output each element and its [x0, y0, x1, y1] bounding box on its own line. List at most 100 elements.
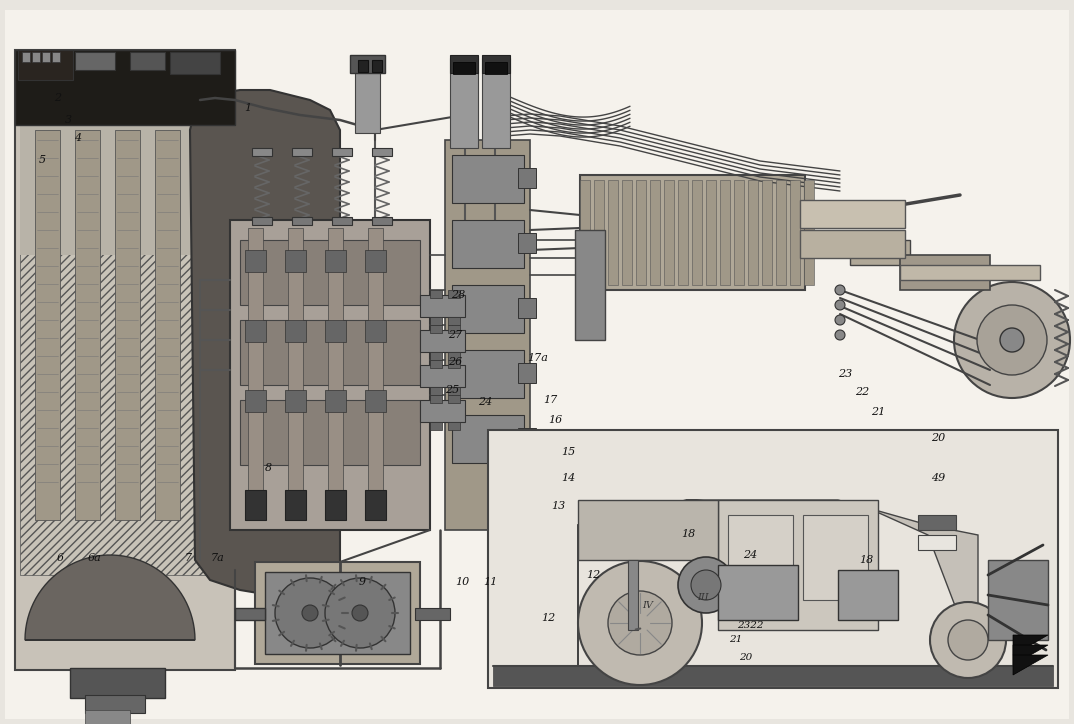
Circle shape: [834, 300, 845, 310]
Text: IV: IV: [642, 600, 653, 610]
Circle shape: [1000, 328, 1024, 352]
Bar: [365, 320, 386, 342]
Text: 27: 27: [448, 330, 462, 340]
Bar: [285, 320, 306, 342]
Circle shape: [352, 605, 368, 621]
Bar: [372, 217, 392, 225]
Bar: [790, 180, 800, 285]
Bar: [255, 562, 420, 664]
Bar: [20, 55, 230, 575]
Polygon shape: [1013, 645, 1048, 665]
Text: 26: 26: [448, 357, 462, 367]
Bar: [358, 60, 368, 72]
Polygon shape: [578, 500, 978, 666]
Bar: [245, 250, 266, 272]
Bar: [420, 365, 465, 387]
Bar: [719, 565, 798, 620]
Circle shape: [325, 578, 395, 648]
Text: 14: 14: [561, 473, 575, 483]
Text: 18: 18: [859, 555, 873, 565]
Text: 22: 22: [855, 387, 869, 397]
Text: 25: 25: [445, 385, 459, 395]
Bar: [248, 228, 263, 498]
Text: 24: 24: [478, 397, 492, 407]
Polygon shape: [1013, 635, 1048, 655]
Bar: [288, 228, 303, 498]
Bar: [285, 250, 306, 272]
Bar: [325, 490, 346, 520]
Polygon shape: [190, 90, 340, 595]
Bar: [430, 325, 442, 333]
Bar: [575, 230, 605, 340]
Bar: [325, 320, 346, 342]
Bar: [448, 290, 460, 298]
Circle shape: [678, 557, 734, 613]
Polygon shape: [1013, 655, 1048, 675]
Bar: [761, 180, 772, 285]
Bar: [777, 180, 786, 285]
Bar: [430, 360, 442, 368]
Text: 3: 3: [64, 115, 72, 125]
Bar: [75, 130, 100, 520]
Text: 2: 2: [55, 93, 61, 103]
Bar: [452, 350, 524, 398]
Bar: [292, 148, 313, 156]
Bar: [365, 390, 386, 412]
Bar: [115, 130, 140, 520]
Circle shape: [948, 620, 988, 660]
Bar: [155, 130, 180, 520]
Bar: [918, 515, 956, 530]
Bar: [518, 233, 536, 253]
Bar: [15, 50, 235, 125]
Bar: [430, 387, 442, 395]
Bar: [292, 217, 313, 225]
Bar: [448, 395, 460, 403]
Bar: [578, 500, 719, 560]
Bar: [32, 52, 40, 62]
Bar: [350, 55, 384, 73]
Bar: [15, 50, 235, 670]
Bar: [245, 390, 266, 412]
Bar: [328, 228, 343, 498]
Bar: [800, 230, 905, 258]
Text: 20: 20: [931, 433, 945, 443]
Polygon shape: [719, 500, 879, 630]
Circle shape: [834, 285, 845, 295]
Bar: [803, 515, 868, 600]
Text: 7: 7: [185, 553, 191, 563]
Bar: [240, 400, 420, 465]
Bar: [664, 180, 674, 285]
Bar: [85, 710, 130, 724]
Bar: [728, 515, 793, 600]
Bar: [838, 570, 898, 620]
Bar: [804, 180, 814, 285]
Circle shape: [691, 570, 721, 600]
Bar: [332, 217, 352, 225]
Bar: [420, 330, 465, 352]
Text: 23: 23: [838, 369, 852, 379]
Bar: [450, 58, 478, 148]
Bar: [448, 317, 460, 325]
Bar: [748, 180, 758, 285]
Bar: [518, 428, 536, 448]
Text: 8: 8: [264, 463, 272, 473]
Bar: [485, 62, 507, 74]
Bar: [518, 363, 536, 383]
Text: 49: 49: [931, 473, 945, 483]
Circle shape: [930, 602, 1006, 678]
Text: 15: 15: [561, 447, 575, 457]
Bar: [230, 220, 430, 530]
Text: 7a: 7a: [212, 553, 224, 563]
Bar: [452, 155, 524, 203]
Text: 16: 16: [548, 415, 562, 425]
Bar: [415, 608, 450, 620]
Bar: [170, 52, 220, 74]
Bar: [850, 240, 910, 265]
Bar: [450, 55, 478, 73]
Bar: [448, 387, 460, 395]
Bar: [245, 320, 266, 342]
Bar: [365, 490, 386, 520]
Text: 11: 11: [483, 577, 497, 587]
Bar: [372, 60, 382, 72]
Bar: [800, 200, 905, 228]
